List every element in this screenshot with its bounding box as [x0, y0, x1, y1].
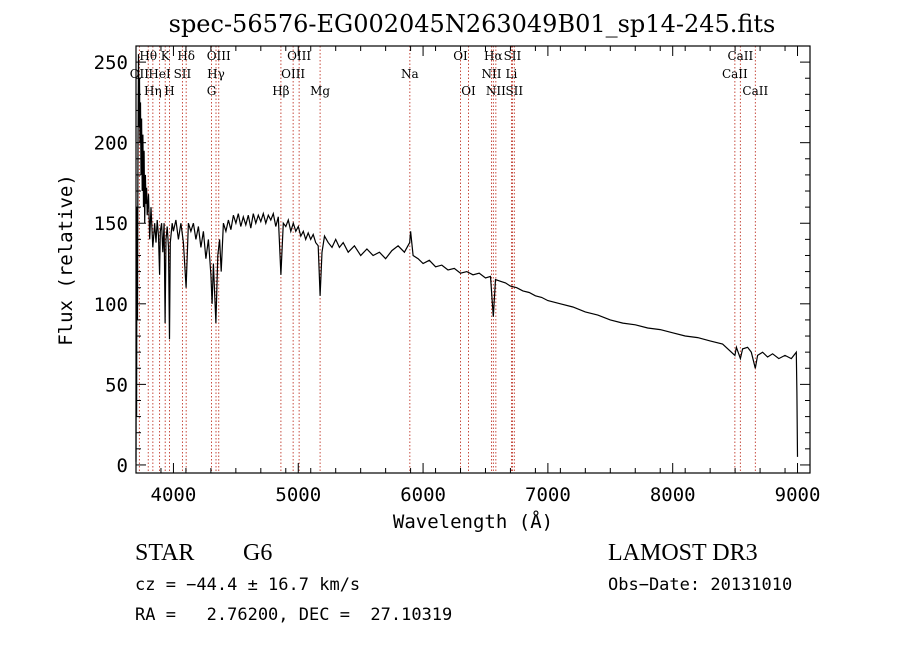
line-marker-label: CaII — [727, 49, 753, 63]
line-marker-label: Li — [506, 67, 518, 81]
x-tick-label: 7000 — [525, 484, 571, 506]
line-marker-label: K — [161, 49, 171, 63]
line-marker-label: Hβ — [272, 84, 289, 98]
line-marker-label: OIII — [287, 49, 311, 63]
line-marker-label: Hα — [484, 49, 503, 63]
y-axis-ticks: 0 50 100 150 200 250 — [94, 45, 810, 477]
line-marker-label: G — [207, 84, 217, 98]
line-marker-label: H — [164, 84, 174, 98]
line-marker-label: Na — [401, 67, 419, 81]
object-class: STAR — [135, 540, 194, 566]
x-axis-ticks: 4000 5000 6000 7000 8000 9000 — [135, 46, 821, 506]
line-marker-label: Hγ — [207, 67, 225, 81]
line-marker-label: OI — [453, 49, 468, 63]
obs-date-text: Obs−Date: 20131010 — [608, 575, 792, 595]
line-marker-label: NII — [481, 67, 501, 81]
plot-frame — [135, 45, 811, 474]
x-tick-label: 8000 — [650, 484, 696, 506]
line-marker-label: HeI — [148, 67, 171, 81]
x-tick-label: 4000 — [151, 484, 197, 506]
y-tick-label: 150 — [94, 213, 128, 235]
emission-line-labels: OIIHθHηHeIKHSIIHδGHγOIIIHβOIIIOIIIMgNaOI… — [130, 49, 769, 98]
line-marker-label: SII — [505, 84, 523, 98]
line-marker-label: Hθ — [139, 49, 157, 63]
line-marker-label: OIII — [281, 67, 305, 81]
redshift-text: cz = −44.4 ± 16.7 km/s — [135, 575, 360, 595]
line-marker-label: Hδ — [177, 49, 195, 63]
line-marker-label: OII — [130, 67, 150, 81]
x-axis-label: Wavelength (Å) — [393, 510, 553, 533]
line-marker-label: SII — [174, 67, 192, 81]
spectrum-series-line — [135, 54, 799, 462]
coordinates-text: RA = 2.76200, DEC = 27.10319 — [135, 605, 452, 625]
line-marker-label: NII — [486, 84, 506, 98]
y-tick-label: 100 — [94, 294, 128, 316]
line-marker-label: Hη — [144, 84, 162, 98]
x-tick-label: 5000 — [275, 484, 321, 506]
x-tick-label: 9000 — [775, 484, 821, 506]
line-marker-label: CaII — [722, 67, 748, 81]
y-axis-label: Flux (relative) — [55, 174, 77, 346]
line-marker-label: OIII — [207, 49, 231, 63]
object-subclass: G6 — [243, 540, 272, 566]
line-marker-label: Mg — [310, 84, 330, 98]
survey-name: LAMOST DR3 — [608, 540, 758, 566]
chart-title: spec-56576-EG002045N263049B01_sp14-245.f… — [169, 10, 776, 38]
line-marker-label: SII — [504, 49, 522, 63]
y-tick-label: 50 — [105, 374, 128, 396]
x-tick-label: 6000 — [400, 484, 446, 506]
y-tick-label: 0 — [117, 455, 128, 477]
y-tick-label: 200 — [94, 133, 128, 155]
line-marker-label: CaII — [742, 84, 768, 98]
y-tick-label: 250 — [94, 52, 128, 74]
emission-line-markers — [138, 46, 756, 473]
line-marker-label: OI — [461, 84, 476, 98]
